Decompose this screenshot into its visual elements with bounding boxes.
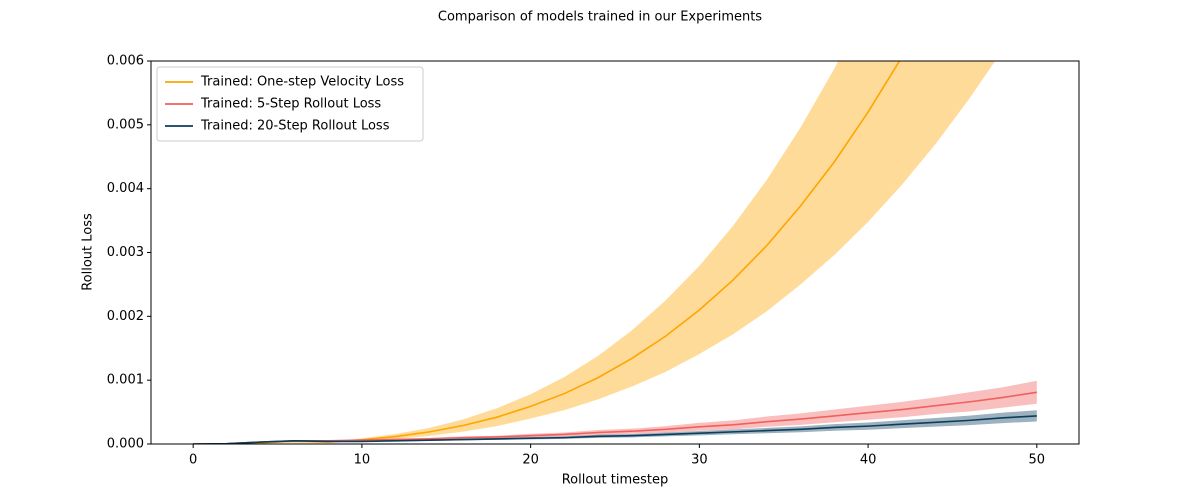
- x-tick-label: 0: [189, 453, 197, 468]
- y-tick-label: 0.001: [107, 373, 144, 388]
- plot-area: [193, 61, 1037, 444]
- chart-title: Comparison of models trained in our Expe…: [438, 10, 762, 25]
- y-tick-label: 0.006: [107, 54, 144, 69]
- legend-label: Trained: 20-Step Rollout Loss: [200, 119, 390, 134]
- y-tick-label: 0.003: [107, 245, 144, 260]
- x-tick-label: 10: [354, 453, 371, 468]
- legend-box: [156, 66, 424, 142]
- x-tick-label: 50: [1029, 453, 1046, 468]
- x-tick-label: 30: [691, 453, 708, 468]
- y-axis-label: Rollout Loss: [81, 213, 96, 291]
- y-tick-label: 0.000: [107, 437, 144, 452]
- y-tick-label: 0.005: [107, 117, 144, 132]
- legend-label: Trained: 5-Step Rollout Loss: [200, 97, 381, 112]
- confidence-band: [193, 61, 996, 444]
- confidence-band: [193, 410, 1037, 444]
- y-tick-label: 0.002: [107, 309, 144, 324]
- x-axis-label: Rollout timestep: [562, 473, 669, 488]
- x-tick-label: 20: [522, 453, 539, 468]
- series-line: [193, 415, 1037, 444]
- legend-label: Trained: One-step Velocity Loss: [200, 75, 404, 90]
- x-tick-label: 40: [860, 453, 877, 468]
- y-tick-label: 0.004: [107, 181, 144, 196]
